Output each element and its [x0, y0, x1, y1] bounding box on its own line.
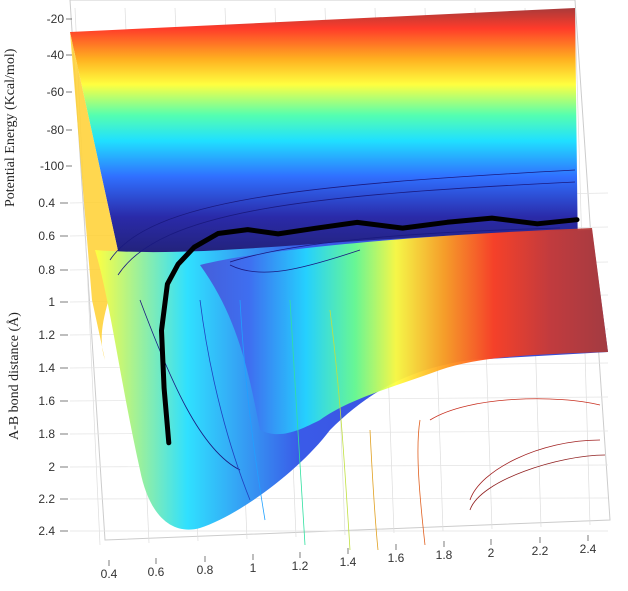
z-axis-ticks: -20 -40 -60 -80 -100	[40, 12, 72, 173]
z-tick-label: -80	[47, 123, 65, 137]
y-tick-label: 0.8	[38, 263, 55, 277]
y-tick-label: 1	[48, 295, 55, 309]
y-tick-label: 2.4	[38, 524, 55, 538]
x-tick-label: 1.6	[388, 551, 405, 565]
y-tick-label: 2.2	[38, 492, 55, 506]
z-tick-label: -40	[47, 48, 65, 62]
y-tick-label: 1.8	[38, 427, 55, 441]
y-tick-label: 1.6	[38, 394, 55, 408]
x-tick-label: 0.4	[101, 567, 118, 581]
x-tick-label: 1	[250, 561, 257, 575]
z-tick-label: -60	[47, 85, 65, 99]
x-tick-label: 2.2	[532, 544, 549, 558]
y-axis-ticks: 0.4 0.6 0.8 1 1.2 1.4 1.6 1.8 2 2.2 2.4	[38, 196, 68, 538]
y-axis-title: A-B bond distance (Å)	[6, 312, 22, 440]
y-tick-label: 0.6	[38, 229, 55, 243]
x-tick-label: 2	[488, 546, 495, 560]
x-tick-label: 1.8	[436, 548, 453, 562]
x-axis-ticks: 0.4 0.6 0.8 1 1.2 1.4 1.6 1.8 2 2.2 2.4	[101, 535, 597, 581]
x-tick-label: 2.4	[580, 542, 597, 556]
z-tick-label: -20	[47, 12, 65, 26]
trajectory-line	[159, 215, 580, 446]
y-tick-label: 1.4	[38, 361, 55, 375]
y-tick-label: 0.4	[38, 196, 55, 210]
x-tick-label: 1.2	[292, 559, 309, 573]
x-tick-label: 0.6	[148, 565, 165, 579]
contour-lines	[109, 169, 606, 551]
x-tick-label: 1.4	[340, 555, 357, 569]
surface-back	[70, 8, 578, 264]
x-tick-label: 0.8	[197, 563, 214, 577]
z-axis-title: Potential Energy (Kcal/mol)	[3, 48, 18, 207]
z-tick-label: -100	[40, 159, 64, 173]
surface-front	[200, 228, 608, 435]
y-tick-label: 2	[48, 460, 55, 474]
y-tick-label: 1.2	[38, 328, 55, 342]
